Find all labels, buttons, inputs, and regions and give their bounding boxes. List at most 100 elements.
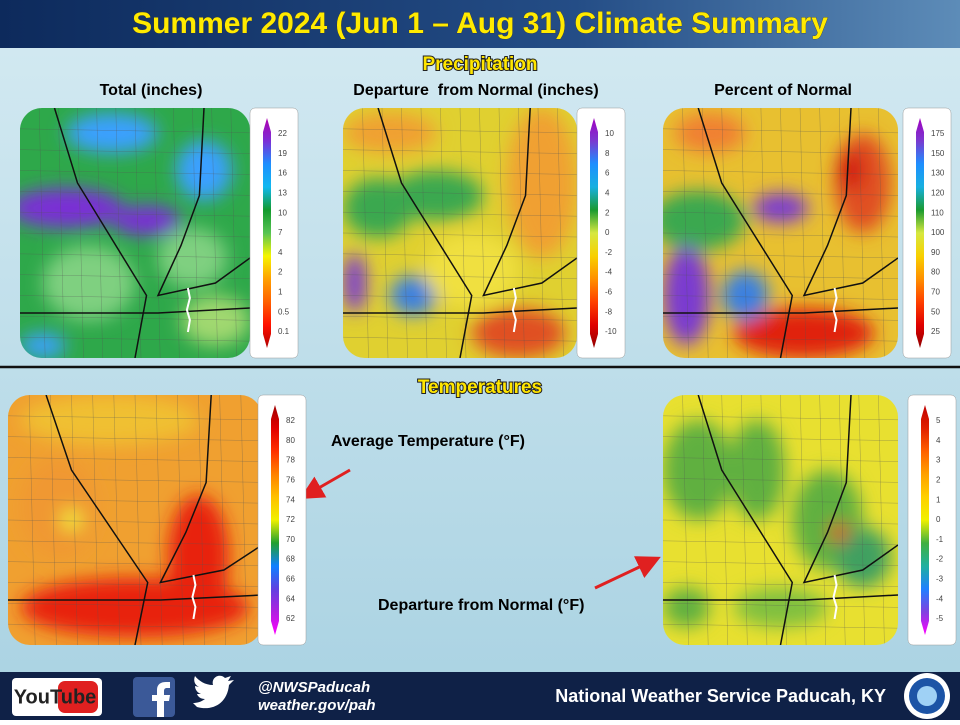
county-line: [878, 108, 885, 358]
county-line: [663, 519, 898, 525]
legend-label: -10: [605, 327, 617, 336]
map-region: [20, 188, 124, 228]
legend-label: 6: [605, 169, 610, 178]
county-line: [50, 395, 57, 645]
legend-label: 2: [605, 208, 610, 217]
lake: [191, 574, 197, 620]
county-line: [741, 108, 748, 358]
section-heading: Temperatures: [418, 377, 542, 398]
county-line: [663, 336, 898, 342]
map-region: [61, 510, 82, 530]
map-region: [343, 253, 367, 313]
legend-label: -6: [605, 288, 613, 297]
legend-bar: [921, 405, 929, 635]
map-region: [663, 587, 710, 628]
legend-label: 2: [936, 476, 941, 485]
county-line: [839, 395, 846, 645]
legend-bar: [271, 405, 279, 635]
legend-label: 70: [286, 535, 295, 544]
legend-label: -4: [936, 594, 944, 603]
county-line: [663, 232, 898, 238]
county-line: [343, 170, 577, 175]
county-line: [780, 108, 787, 358]
county-line: [682, 108, 689, 358]
county-line: [780, 395, 787, 645]
county-line: [381, 108, 389, 358]
county-line: [8, 436, 262, 441]
county-line: [498, 108, 506, 358]
legend-label: -3: [936, 575, 944, 584]
county-line: [177, 395, 184, 645]
legend-label: 2: [278, 268, 283, 277]
county-line: [819, 108, 826, 358]
lake: [185, 287, 191, 333]
county-line: [8, 603, 262, 608]
county-line: [173, 108, 180, 358]
legend-label: 80: [286, 436, 295, 445]
county-line: [663, 170, 898, 175]
map-region: [829, 522, 849, 543]
legend-label: 0: [605, 228, 610, 237]
county-line: [96, 108, 103, 358]
state-border: [663, 594, 898, 601]
map-region: [168, 495, 229, 620]
legend-label: 100: [931, 228, 945, 237]
map-region: [66, 113, 158, 153]
lake: [832, 287, 838, 333]
legend-label: 13: [278, 189, 287, 198]
legend-label: 78: [286, 456, 295, 465]
county-line: [8, 498, 262, 504]
county-line: [663, 498, 898, 504]
county-line: [20, 128, 250, 134]
county-line: [240, 395, 248, 645]
county-line: [401, 108, 408, 358]
legend-label: 5: [936, 416, 941, 425]
county-line: [20, 316, 250, 321]
county-line: [8, 478, 262, 483]
county-line: [858, 108, 866, 358]
legend-label: 175: [931, 129, 945, 138]
county-line: [192, 108, 199, 358]
legend-label: 70: [931, 288, 940, 297]
state-border: [482, 108, 577, 297]
twitter-icon[interactable]: [193, 675, 234, 709]
map-region: [176, 140, 232, 201]
legend-label: 25: [931, 327, 940, 336]
county-line: [839, 108, 846, 358]
county-line: [878, 395, 885, 645]
state-border: [802, 395, 898, 584]
county-line: [71, 395, 78, 645]
county-line: [721, 108, 728, 358]
legend-label: -8: [605, 307, 613, 316]
map-region: [506, 108, 577, 258]
state-border: [156, 108, 250, 297]
county-line: [115, 108, 123, 358]
legend-label: 66: [286, 575, 295, 584]
county-line: [20, 191, 250, 196]
legend-label: 7: [278, 228, 283, 237]
legend-label: 0.5: [278, 307, 290, 316]
map-region: [663, 420, 734, 520]
county-line: [459, 108, 467, 358]
legend-label: 16: [278, 169, 287, 178]
state-border: [802, 108, 898, 297]
county-line: [760, 395, 768, 645]
county-line: [343, 295, 577, 300]
county-line: [760, 108, 768, 358]
map-region: [733, 587, 828, 628]
handle: @NWSPaducah: [258, 679, 370, 696]
county-line: [20, 336, 250, 342]
county-line: [557, 108, 564, 358]
state-border: [343, 307, 577, 314]
map-region: [733, 308, 875, 358]
state-border: [697, 108, 794, 358]
maps: 221916131074210.50.11086420-2-4-6-8-1017…: [8, 107, 957, 646]
state-border: [377, 108, 473, 358]
legend-box: [576, 107, 626, 359]
url[interactable]: weather.gov/pah: [258, 697, 376, 714]
map-shading: [663, 113, 891, 358]
legend-bar: [263, 118, 271, 348]
county-line: [28, 395, 36, 645]
office: National Weather Service Paducah, KY: [555, 686, 886, 706]
legend-label: 1: [936, 495, 941, 504]
